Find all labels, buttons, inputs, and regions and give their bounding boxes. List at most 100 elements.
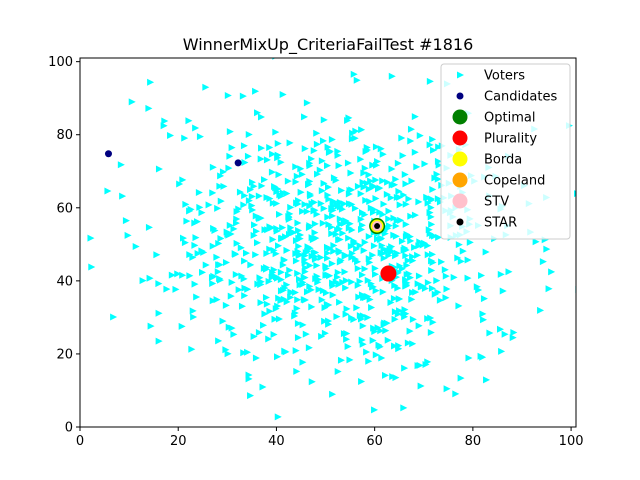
voter-point — [424, 194, 432, 202]
voter-point — [415, 242, 423, 250]
voter-point — [403, 279, 411, 287]
voter-point — [291, 289, 299, 297]
voter-point — [384, 336, 392, 344]
voter-point — [464, 256, 472, 264]
voter-point — [438, 258, 446, 266]
voter-point — [392, 252, 400, 260]
voter-point — [294, 296, 302, 304]
voter-point — [235, 286, 243, 294]
voter-point — [248, 192, 256, 200]
voter-point — [294, 269, 302, 277]
voter-point — [362, 148, 370, 156]
voter-point — [372, 143, 380, 151]
voter-point — [480, 295, 488, 303]
voter-point — [263, 156, 271, 164]
voter-point — [300, 296, 308, 304]
voter-point — [362, 196, 370, 204]
voter-point — [424, 315, 432, 323]
voter-point — [358, 377, 366, 385]
voter-point — [380, 245, 388, 253]
voter-point — [214, 204, 222, 212]
voter-point — [348, 278, 356, 286]
voter-point — [266, 307, 274, 315]
voter-point — [388, 72, 396, 80]
voter-point — [262, 265, 270, 273]
voter-point — [539, 258, 547, 266]
voter-point — [186, 251, 194, 259]
voter-point — [390, 214, 398, 222]
voter-point — [479, 310, 487, 318]
voter-point — [389, 373, 397, 381]
voter-point — [532, 238, 540, 246]
x-tick-label: 0 — [76, 434, 84, 449]
voter-point — [306, 162, 314, 170]
voter-point — [254, 280, 262, 288]
voter-point — [392, 175, 400, 183]
voter-point — [405, 195, 413, 203]
voter-point — [434, 175, 442, 183]
voter-point — [407, 212, 415, 220]
voter-point — [383, 190, 391, 198]
voter-point — [258, 182, 266, 190]
voter-point — [237, 244, 245, 252]
voter-point — [209, 279, 217, 287]
voter-point — [294, 247, 302, 255]
voter-point — [335, 162, 343, 170]
voter-point — [393, 217, 401, 225]
legend-marker-copeland — [452, 172, 468, 188]
x-tick-label: 80 — [465, 434, 482, 449]
voter-point — [283, 246, 291, 254]
voter-point — [266, 143, 274, 151]
voter-point — [196, 10, 203, 17]
voter-point — [274, 413, 282, 421]
voter-point — [342, 277, 350, 285]
voter-point — [371, 264, 379, 272]
voter-point — [348, 314, 356, 322]
voter-point — [252, 227, 260, 235]
voter-point — [38, 181, 45, 188]
voter-point — [139, 277, 147, 285]
plurality-point — [380, 265, 397, 282]
voter-point — [301, 200, 309, 208]
voter-point — [196, 203, 204, 211]
voter-point — [342, 217, 350, 225]
voters-layer — [38, 10, 576, 421]
voter-point — [379, 210, 387, 218]
voter-point — [228, 278, 236, 286]
voter-point — [475, 286, 483, 294]
voter-point — [302, 330, 310, 338]
voter-point — [381, 319, 389, 327]
voter-point — [347, 169, 355, 177]
voter-point — [291, 312, 299, 320]
voter-point — [193, 293, 201, 301]
voter-point — [261, 310, 269, 318]
voter-point — [251, 221, 259, 229]
voter-point — [297, 188, 305, 196]
voter-point — [401, 313, 409, 321]
voter-point — [211, 226, 219, 234]
voter-point — [315, 285, 323, 293]
voter-point — [407, 125, 415, 133]
voter-point — [313, 210, 321, 218]
voter-point — [328, 205, 336, 213]
voter-point — [352, 127, 360, 135]
voter-point — [378, 242, 386, 250]
voter-point — [370, 206, 378, 214]
voter-point — [321, 329, 329, 337]
voter-point — [186, 272, 194, 280]
voter-point — [178, 322, 186, 330]
voter-point — [348, 186, 356, 194]
voter-point — [323, 243, 331, 251]
voter-point — [358, 315, 366, 323]
voter-point — [427, 204, 435, 212]
voter-point — [222, 258, 230, 266]
voter-point — [270, 330, 278, 338]
voter-point — [351, 134, 359, 142]
voter-point — [411, 113, 419, 121]
voter-point — [293, 304, 301, 312]
voter-point — [497, 325, 505, 333]
voter-point — [213, 296, 221, 304]
voter-point — [202, 261, 210, 269]
voter-point — [436, 296, 444, 304]
voter-point — [313, 262, 321, 270]
